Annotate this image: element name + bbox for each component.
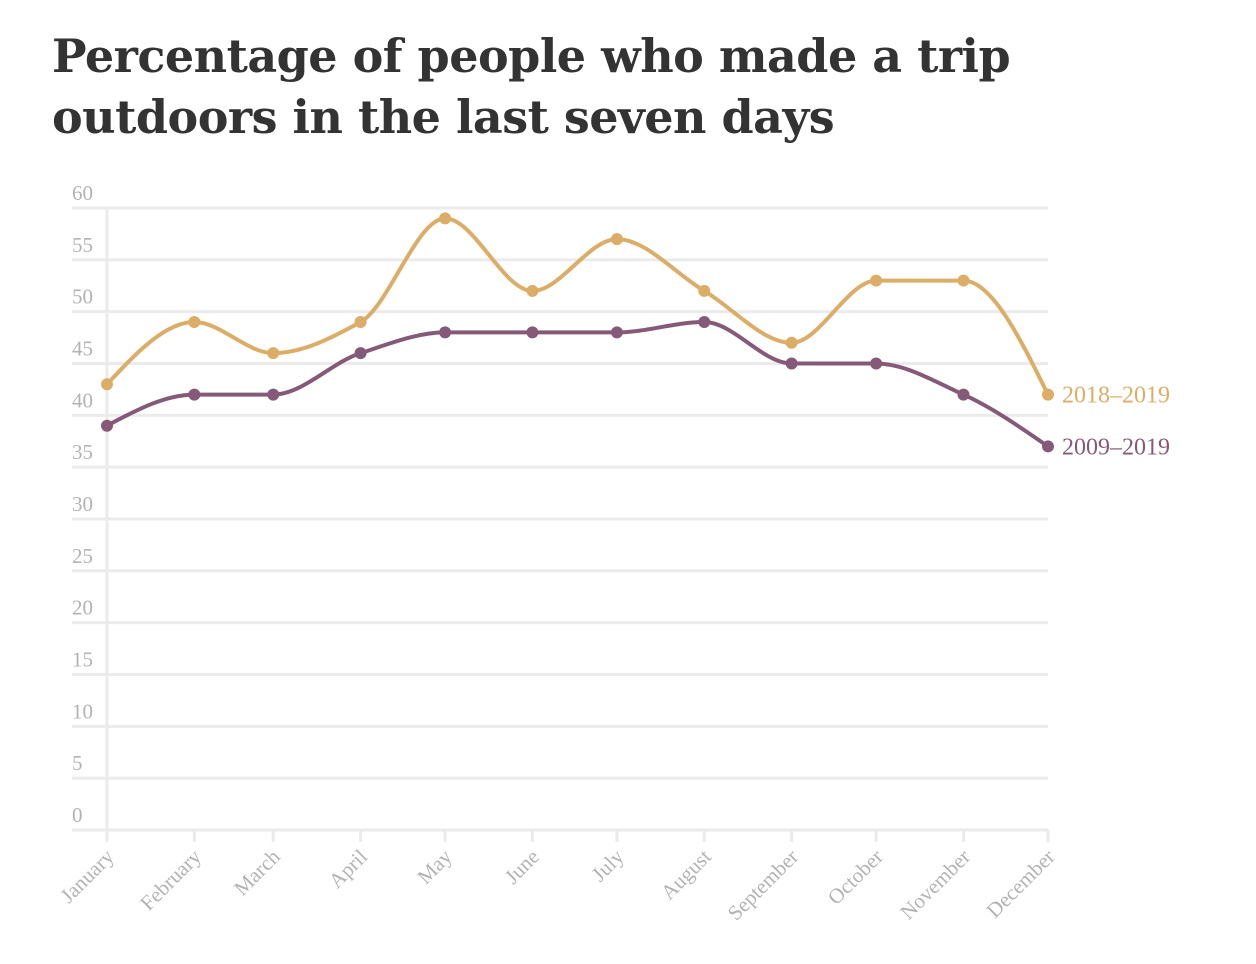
data-point	[439, 212, 452, 225]
x-tick-label: January	[55, 844, 119, 908]
chart-title: Percentage of people who made a trip out…	[52, 29, 1011, 144]
data-point	[354, 347, 367, 360]
data-point	[870, 274, 883, 287]
data-point	[439, 326, 452, 339]
data-point	[957, 388, 970, 401]
y-tick-label: 60	[72, 181, 93, 205]
data-point	[101, 378, 113, 391]
data-point	[698, 316, 711, 329]
data-point	[785, 357, 798, 370]
series-label: 2018–2019	[1062, 383, 1170, 409]
y-tick-label: 35	[72, 440, 93, 464]
y-tick-label: 55	[72, 233, 93, 257]
y-tick-label: 30	[72, 492, 93, 516]
x-tick-label: July	[587, 844, 629, 886]
x-tick-label: August	[656, 844, 716, 904]
y-tick-label: 50	[72, 285, 93, 309]
x-tick-label: December	[982, 845, 1060, 923]
x-tick-label: February	[135, 844, 206, 915]
data-point	[610, 233, 623, 246]
data-point	[1042, 388, 1054, 401]
data-point	[188, 388, 201, 401]
y-tick-label: 0	[72, 803, 83, 827]
x-tick-label: March	[229, 844, 285, 900]
x-tick-label: September	[723, 845, 803, 925]
data-point	[1042, 440, 1054, 453]
x-tick-label: November	[895, 845, 975, 925]
x-tick-label: April	[324, 844, 372, 892]
series-2018-2019: 2018–2019	[101, 212, 1170, 409]
y-tick-label: 5	[72, 751, 83, 775]
data-point	[610, 326, 623, 339]
data-point	[526, 284, 539, 297]
y-tick-label: 45	[72, 337, 93, 361]
series-line	[106, 320, 1050, 449]
x-tick-label: June	[500, 845, 544, 889]
data-point	[785, 336, 798, 349]
data-point	[267, 347, 280, 360]
y-tick-label: 40	[72, 388, 93, 412]
data-point	[188, 316, 201, 329]
data-point	[526, 326, 539, 339]
y-tick-label: 25	[72, 544, 93, 568]
y-tick-label: 15	[72, 648, 93, 672]
data-point	[957, 274, 970, 287]
data-point	[267, 388, 280, 401]
y-tick-label: 10	[72, 699, 93, 723]
series-label: 2009–2019	[1062, 434, 1170, 460]
x-tick-label: May	[412, 844, 457, 889]
data-point	[870, 357, 883, 370]
data-point	[698, 284, 711, 297]
series-2009-2019: 2009–2019	[101, 316, 1170, 460]
y-tick-label: 20	[72, 596, 93, 620]
data-point	[101, 419, 113, 432]
x-tick-label: October	[823, 845, 888, 910]
data-point	[354, 316, 367, 329]
